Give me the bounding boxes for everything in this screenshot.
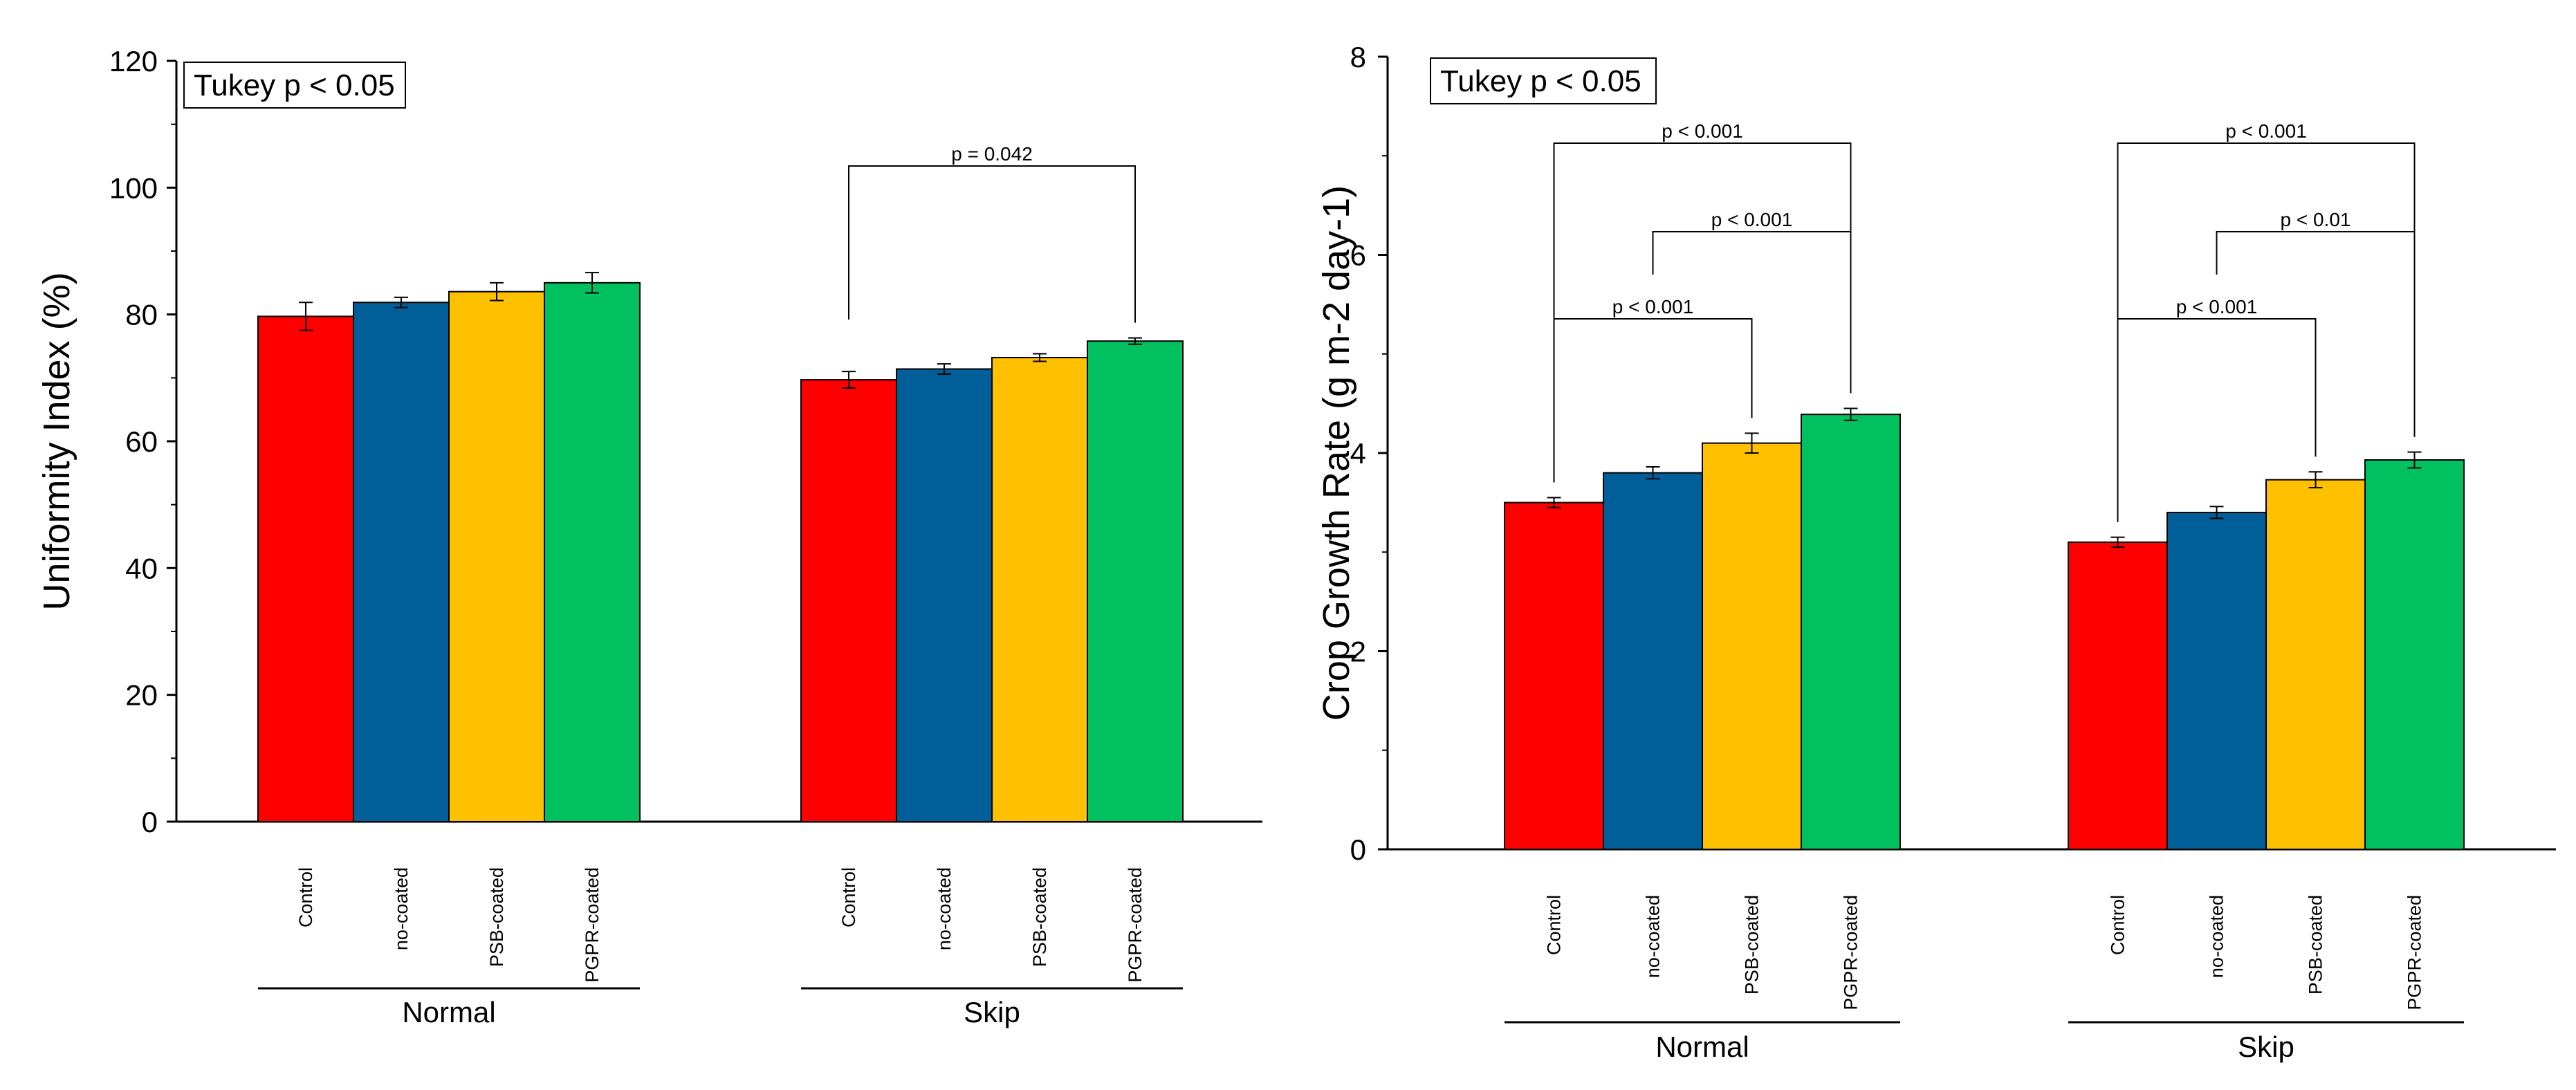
y-tick-label: 0 [1350, 833, 1366, 866]
y-axis-label: Crop Growth Rate (g m-2 day-1) [1316, 185, 1357, 721]
p-value-label: p < 0.001 [1662, 120, 1743, 142]
x-category-label: no-coated [391, 867, 412, 950]
y-tick-label: 2 [1350, 636, 1366, 668]
annotation-text: Tukey p < 0.05 [194, 68, 395, 102]
x-group-label: Skip [2238, 1031, 2294, 1063]
bar-normal-psb-coated [1702, 442, 1802, 850]
annotation-text: Tukey p < 0.05 [1440, 64, 1641, 98]
annotation-box [183, 62, 406, 109]
x-category-label: Control [1544, 895, 1565, 955]
significance-bracket [2117, 318, 2317, 522]
x-category-label: no-coated [1643, 895, 1664, 978]
x-category-label: PSB-coated [486, 867, 507, 967]
x-category-label: Control [838, 867, 859, 927]
uniformity-index-chart: 0 20 40 60 80 100 120 Uniformity Index (%) Tukey… [36, 45, 1262, 1028]
y-axis-label: Uniformity Index (%) [36, 272, 77, 610]
x-category-label: PSB-coated [2306, 895, 2326, 995]
x-category-label: no-coated [934, 867, 955, 950]
y-tick-label: 6 [1350, 239, 1366, 272]
bar-skip-pgpr-coated [1087, 340, 1184, 822]
y-tick-label: 4 [1350, 437, 1366, 470]
p-value-label: p < 0.01 [2281, 209, 2351, 230]
bar-skip-psb-coated [991, 357, 1088, 822]
x-category-label: PSB-coated [1742, 895, 1763, 995]
y-tick-label: 40 [125, 552, 158, 584]
significance-bracket [2216, 231, 2416, 437]
bar-normal-no-coated [353, 302, 450, 822]
p-value-label: p < 0.001 [1711, 209, 1793, 230]
x-category-label: PGPR-coated [582, 867, 602, 983]
y-tick-label: 120 [109, 45, 158, 77]
significance-bracket [1652, 231, 1852, 394]
bar-normal-psb-coated [448, 290, 545, 822]
p-value-label: p < 0.001 [2225, 120, 2307, 142]
y-tick-label: 100 [109, 172, 158, 204]
p-value-label: p < 0.001 [1612, 296, 1694, 317]
x-category-label: PGPR-coated [1125, 867, 1146, 983]
significance-bracket [1553, 318, 1753, 483]
bar-skip-no-coated [896, 368, 993, 822]
crop-growth-rate-chart: 0 2 4 6 8 Crop Growth Rate (g m-2 day-1) Tukey… [1316, 41, 2556, 1063]
significance-bracket [848, 165, 1136, 323]
x-category-label: no-coated [2207, 895, 2227, 978]
x-group-label: Normal [402, 996, 495, 1028]
bar-skip-psb-coated [2265, 479, 2366, 850]
x-category-label: PGPR-coated [1841, 895, 1861, 1010]
y-tick-label: 80 [125, 299, 158, 331]
bar-normal-no-coated [1603, 472, 1703, 850]
bar-skip-no-coated [2166, 511, 2267, 850]
p-value-label: p < 0.001 [2176, 296, 2258, 317]
x-category-label: PGPR-coated [2404, 895, 2425, 1010]
y-tick-label: 20 [125, 679, 158, 712]
x-category-label: PSB-coated [1029, 867, 1050, 967]
p-value-label: p = 0.042 [951, 143, 1033, 165]
x-group-label: Skip [964, 996, 1020, 1028]
bar-normal-control [1504, 501, 1604, 850]
annotation-box [1430, 57, 1657, 104]
x-category-label: Control [2108, 895, 2128, 955]
bar-normal-control [257, 315, 354, 822]
bar-skip-control [800, 379, 897, 822]
x-group-label: Normal [1655, 1031, 1749, 1063]
y-tick-label: 60 [125, 425, 158, 458]
bar-skip-control [2068, 541, 2168, 850]
bar-skip-pgpr-coated [2364, 459, 2465, 850]
y-tick-label: 8 [1350, 41, 1366, 73]
bar-normal-pgpr-coated [1801, 414, 1901, 850]
bar-normal-pgpr-coated [544, 281, 641, 823]
x-category-label: Control [295, 867, 316, 927]
y-tick-label: 0 [142, 806, 158, 838]
